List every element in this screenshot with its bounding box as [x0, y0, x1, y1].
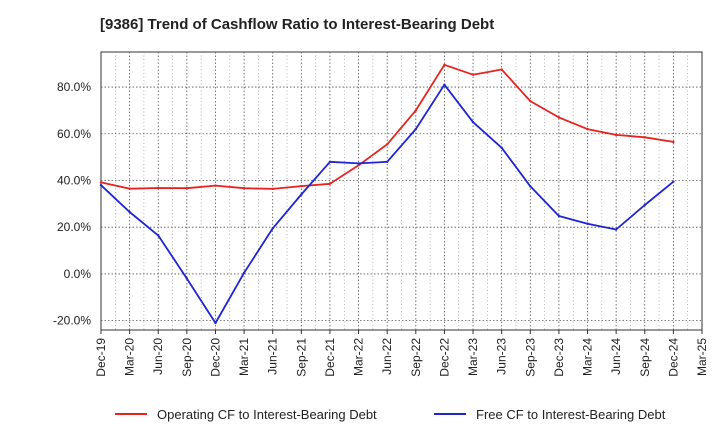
data-point-series-2	[214, 321, 217, 325]
data-point-series-1	[414, 109, 418, 112]
y-tick-label: 0.0%	[64, 267, 92, 281]
data-point-series-1	[471, 73, 475, 76]
x-tick-label: Jun-20	[151, 338, 165, 375]
x-tick-label: Mar-21	[237, 338, 251, 376]
data-point-series-2	[185, 277, 189, 280]
data-point-series-2	[300, 193, 303, 196]
data-point-series-1	[529, 99, 532, 103]
data-point-series-1	[614, 133, 618, 137]
data-point-series-1	[214, 184, 217, 187]
x-tick-label: Mar-23	[466, 338, 480, 376]
data-point-series-2	[614, 228, 618, 231]
x-tick-label: Mar-22	[352, 338, 366, 376]
data-point-series-1	[586, 127, 589, 131]
data-point-series-2	[672, 180, 675, 183]
data-point-series-1	[328, 182, 332, 185]
x-tick-label: Dec-22	[437, 338, 451, 377]
data-point-series-1	[242, 186, 246, 190]
data-point-series-1	[128, 187, 131, 190]
data-point-series-2	[500, 146, 503, 149]
data-point-series-2	[557, 214, 561, 218]
data-point-series-1	[443, 63, 446, 67]
data-point-series-1	[385, 143, 389, 146]
data-point-series-1	[271, 187, 274, 191]
data-point-series-2	[157, 234, 160, 237]
chart-title: [9386] Trend of Cashflow Ratio to Intere…	[100, 16, 495, 33]
data-point-series-2	[271, 227, 274, 230]
data-point-series-2	[643, 203, 646, 207]
y-tick-label: 60.0%	[57, 127, 91, 141]
data-point-series-1	[672, 140, 675, 144]
data-point-series-1	[643, 136, 646, 139]
data-point-series-2	[414, 127, 418, 131]
x-tick-label: Sep-20	[180, 338, 194, 377]
y-tick-label: 80.0%	[57, 80, 91, 94]
x-tick-label: Jun-24	[609, 338, 623, 375]
data-point-series-1	[300, 184, 303, 188]
y-tick-label: 40.0%	[57, 173, 91, 187]
x-tick-label: Dec-19	[94, 338, 108, 377]
x-tick-label: Mar-20	[123, 338, 137, 376]
x-tick-label: Sep-24	[638, 338, 652, 377]
data-point-series-2	[328, 160, 332, 163]
y-tick-label: -20.0%	[53, 314, 91, 328]
x-tick-label: Sep-21	[294, 338, 308, 377]
data-point-series-1	[357, 164, 360, 167]
data-point-series-2	[357, 162, 360, 165]
x-tick-label: Dec-20	[208, 338, 222, 377]
data-point-series-1	[557, 116, 561, 119]
data-point-series-1	[500, 68, 503, 71]
x-tick-label: Mar-24	[581, 338, 595, 376]
plot-area	[100, 51, 703, 331]
legend-label-2: Free CF to Interest-Bearing Debt	[476, 407, 666, 422]
x-tick-label: Jun-22	[380, 338, 394, 375]
data-point-series-1	[99, 181, 103, 184]
x-tick-label: Sep-22	[409, 338, 423, 377]
x-tick-label: Dec-23	[552, 338, 566, 377]
x-tick-label: Jun-23	[495, 338, 509, 375]
data-point-series-2	[471, 120, 475, 124]
data-point-series-2	[128, 210, 131, 214]
legend-label-1: Operating CF to Interest-Bearing Debt	[157, 407, 377, 422]
x-tick-label: Dec-24	[666, 338, 680, 377]
data-point-series-1	[185, 186, 189, 190]
x-tick-label: Sep-23	[523, 338, 537, 377]
data-point-series-2	[443, 83, 446, 86]
data-point-series-2	[99, 183, 103, 187]
data-point-series-2	[385, 160, 389, 163]
data-point-series-2	[242, 271, 246, 274]
x-tick-label: Dec-21	[323, 338, 337, 377]
x-tick-label: Jun-21	[266, 338, 280, 375]
x-tick-label: Mar-25	[695, 338, 709, 376]
data-point-series-2	[586, 222, 589, 225]
data-point-series-1	[157, 186, 160, 190]
y-tick-label: 20.0%	[57, 220, 91, 234]
data-point-series-2	[529, 185, 532, 188]
